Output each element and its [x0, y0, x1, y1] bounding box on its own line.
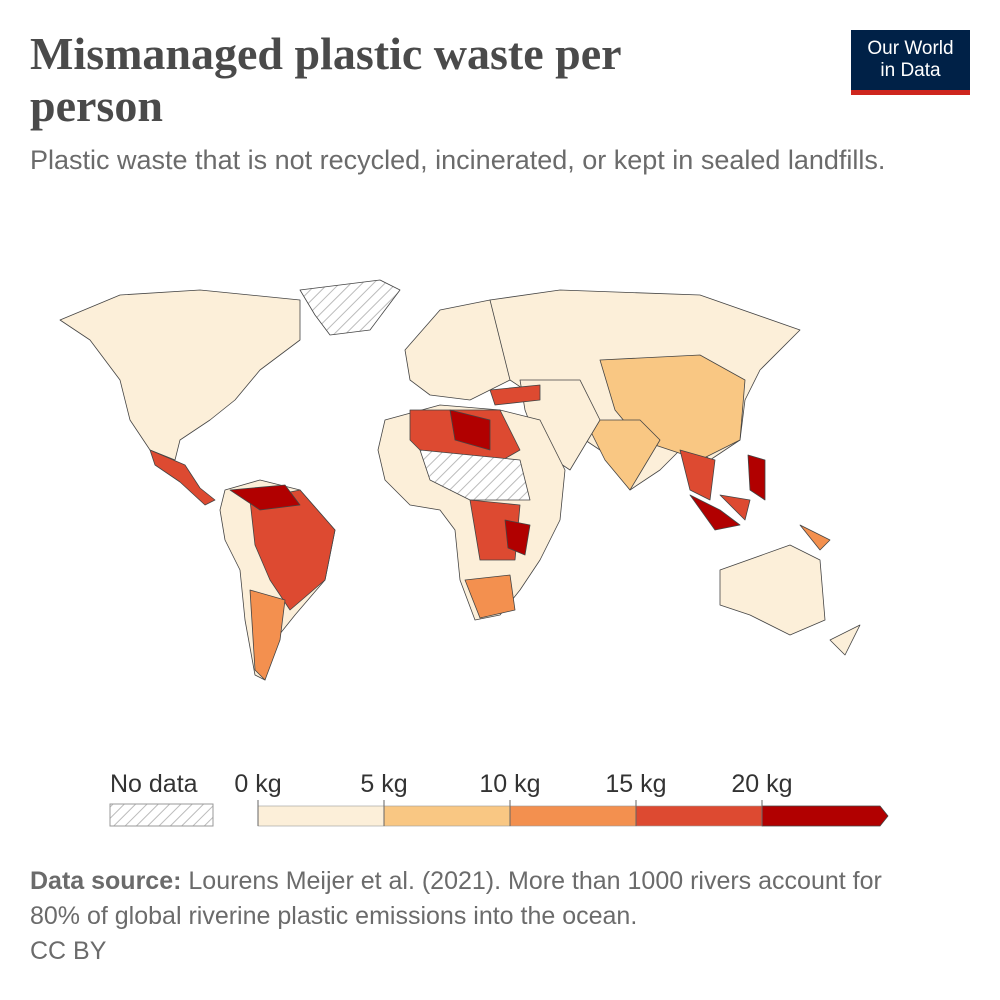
papua	[799, 524, 831, 551]
world	[59, 279, 861, 681]
legend-bin	[509, 805, 637, 827]
legend-tick-label: 5 kg	[360, 770, 407, 798]
north-america	[59, 289, 301, 461]
southeast-asia	[679, 449, 716, 501]
australia	[719, 544, 826, 636]
tanzania	[504, 519, 531, 556]
new-zealand	[829, 624, 861, 656]
title: Mismanaged plastic waste per person	[30, 28, 621, 131]
libya	[449, 409, 491, 451]
legend: No data 0 kg 5 kg 10 kg 15 kg 20 kg	[109, 770, 889, 827]
logo-line: Our World	[867, 38, 954, 59]
legend-tick-label: 20 kg	[731, 770, 792, 798]
greenland	[299, 279, 401, 336]
sahel	[419, 449, 531, 501]
logo-line: in Data	[880, 60, 941, 81]
brazil	[249, 489, 336, 611]
legend-bin	[761, 805, 889, 827]
subtitle: Plastic waste that is not recycled, inci…	[30, 145, 886, 175]
license: CC BY	[30, 937, 107, 965]
central-america	[149, 449, 216, 506]
indonesia	[689, 494, 741, 531]
no-data-swatch	[109, 803, 214, 827]
legend-tick-label: 0 kg	[234, 770, 281, 798]
india	[584, 419, 661, 491]
footer: Data source: Lourens Meijer et al. (2021…	[30, 864, 890, 969]
borneo	[719, 494, 751, 521]
legend-bin	[635, 805, 763, 827]
south-africa	[464, 574, 516, 619]
source: Lourens Meijer et al. (2021). More than …	[30, 867, 882, 930]
philippines	[747, 454, 766, 501]
legend-bin	[383, 805, 511, 827]
argentina	[249, 589, 286, 681]
turkey	[489, 384, 541, 406]
legend-tick-label: 15 kg	[605, 770, 666, 798]
legend-bin	[257, 805, 385, 827]
venezuela	[229, 484, 301, 511]
legend-tick-label: 10 kg	[479, 770, 540, 798]
source-label: Data source:	[30, 867, 182, 895]
logo[interactable]: Our World in Data	[851, 30, 970, 95]
no-data-label: No data	[110, 770, 198, 798]
